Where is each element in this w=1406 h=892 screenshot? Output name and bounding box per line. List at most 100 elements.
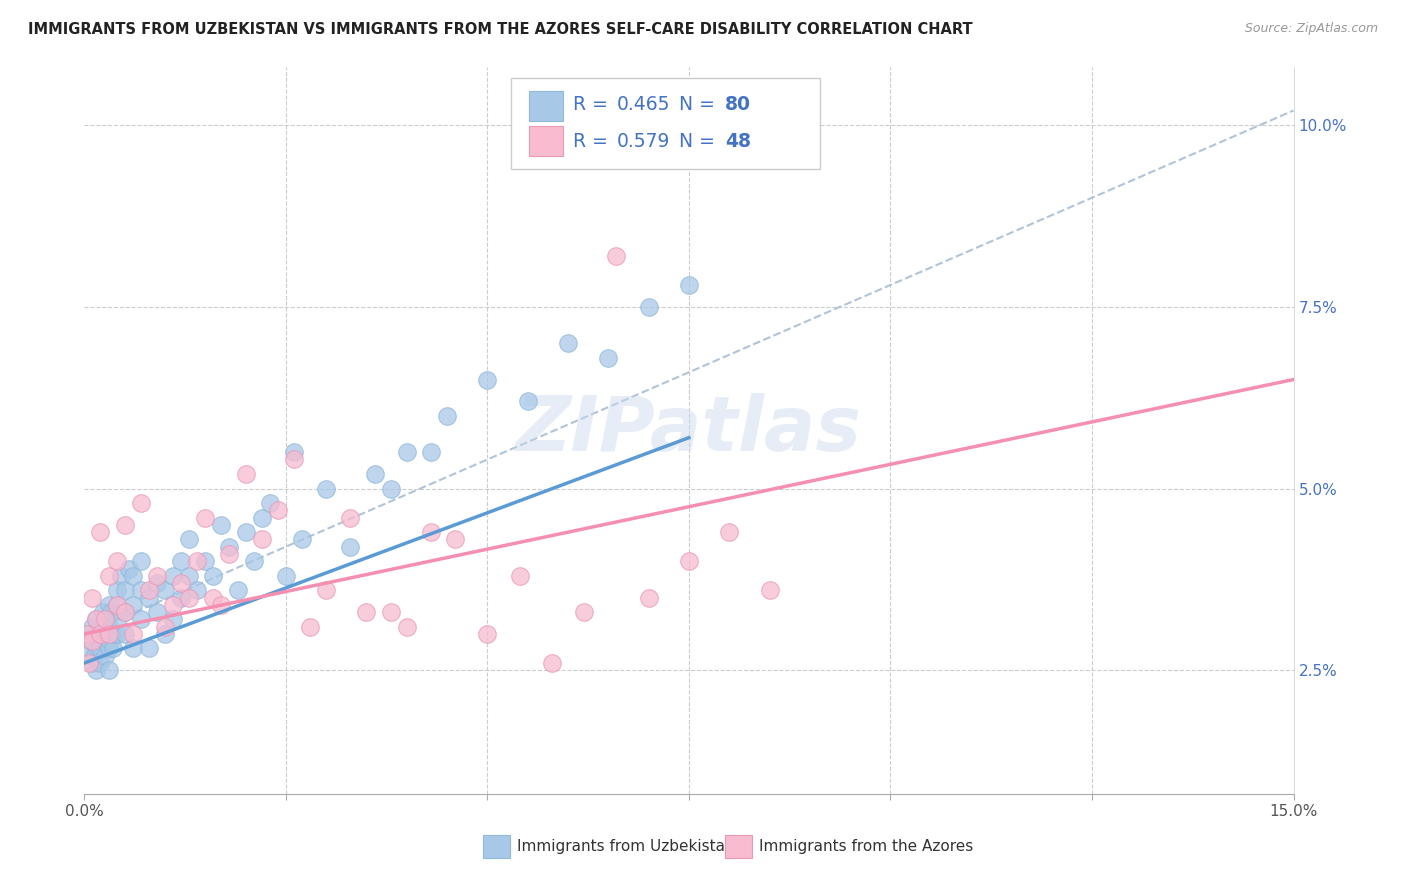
Point [162,612,184,626]
Point [516,394,538,409]
Point [129,496,152,510]
Point [250,510,273,524]
Point [114,517,136,532]
Point [477,372,499,386]
Point [678,278,700,293]
Point [83,627,105,641]
Point [291,533,314,547]
Point [315,482,337,496]
Point [97,627,120,641]
Text: Source: ZipAtlas.com: Source: ZipAtlas.com [1244,22,1378,36]
Point [267,503,290,517]
Point [179,591,201,605]
Point [89,627,111,641]
Point [114,627,136,641]
Point [170,576,193,591]
Point [82,656,104,670]
Point [80,634,103,648]
Point [129,554,152,568]
Point [202,591,225,605]
Point [202,569,225,583]
Point [97,641,120,656]
Text: ZIPatlas: ZIPatlas [516,393,862,467]
Point [153,583,176,598]
Text: R =: R = [572,131,614,151]
Text: 80: 80 [725,95,751,114]
Point [105,598,128,612]
Point [218,547,240,561]
Point [110,569,132,583]
Point [129,583,152,598]
Point [315,583,337,598]
Point [146,569,169,583]
Point [114,583,136,598]
Point [758,583,780,598]
Point [395,620,418,634]
Point [146,605,169,619]
Point [93,612,115,626]
Point [129,612,152,626]
Point [420,445,443,459]
Point [509,569,531,583]
Point [77,641,100,656]
Point [101,641,124,656]
Point [82,634,104,648]
Point [380,482,402,496]
Point [86,663,108,677]
Point [436,409,458,423]
Point [179,533,201,547]
Point [339,540,361,554]
Point [179,569,201,583]
FancyBboxPatch shape [484,835,510,858]
Point [380,605,402,619]
Point [162,569,184,583]
Text: IMMIGRANTS FROM UZBEKISTAN VS IMMIGRANTS FROM THE AZORES SELF-CARE DISABILITY CO: IMMIGRANTS FROM UZBEKISTAN VS IMMIGRANTS… [28,22,973,37]
Point [105,627,128,641]
Point [89,641,111,656]
Text: R =: R = [572,95,614,114]
Point [138,591,160,605]
Point [93,648,115,663]
Point [162,598,184,612]
Point [598,351,620,365]
Point [444,533,467,547]
Point [235,467,257,481]
Point [395,445,418,459]
Point [86,641,108,656]
Point [339,510,361,524]
Point [170,554,193,568]
Point [138,641,160,656]
FancyBboxPatch shape [512,78,820,169]
Point [83,648,105,663]
Point [89,620,111,634]
Text: 48: 48 [725,131,751,151]
Point [572,605,595,619]
FancyBboxPatch shape [529,126,564,156]
Point [86,612,108,626]
FancyBboxPatch shape [725,835,752,858]
Point [76,627,98,641]
Point [82,620,104,634]
Point [89,525,111,540]
Point [97,663,120,677]
Point [98,634,121,648]
Point [283,452,305,467]
Point [82,591,104,605]
Point [114,605,136,619]
Point [121,569,143,583]
Point [605,249,627,263]
Point [107,612,129,626]
Point [678,554,700,568]
Text: N =: N = [679,131,721,151]
Point [121,627,143,641]
Point [153,627,176,641]
Point [170,591,193,605]
Point [718,525,741,540]
Point [283,445,305,459]
Point [541,656,564,670]
Point [146,576,169,591]
Point [420,525,443,540]
Point [100,605,122,619]
FancyBboxPatch shape [529,91,564,121]
Point [91,627,114,641]
